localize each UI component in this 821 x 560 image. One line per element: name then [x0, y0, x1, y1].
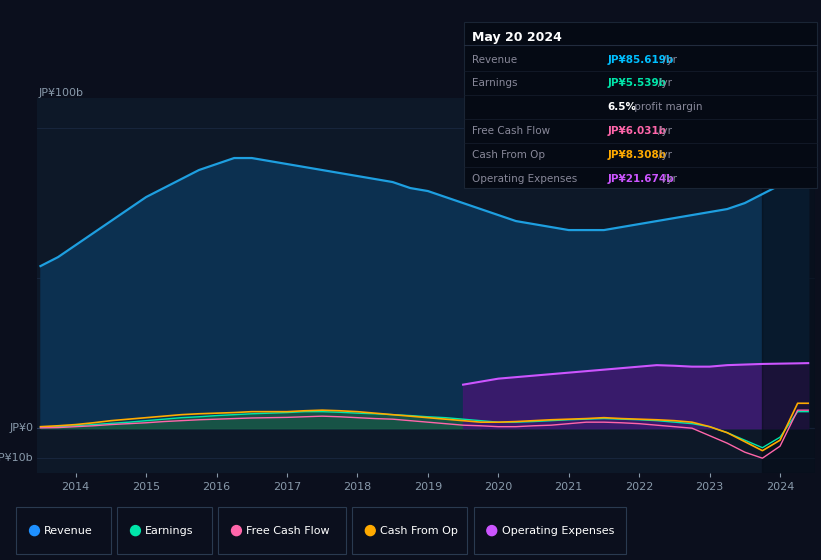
Text: May 20 2024: May 20 2024 [472, 31, 562, 44]
Text: Revenue: Revenue [44, 526, 93, 535]
Text: JP¥6.031b: JP¥6.031b [608, 126, 667, 136]
Text: /yr: /yr [663, 174, 677, 184]
Text: JP¥100b: JP¥100b [39, 88, 84, 98]
Text: Earnings: Earnings [145, 526, 194, 535]
Text: Cash From Op: Cash From Op [472, 150, 545, 160]
Text: -JP¥10b: -JP¥10b [0, 453, 33, 463]
Text: /yr: /yr [658, 78, 672, 88]
Text: Cash From Op: Cash From Op [380, 526, 458, 535]
Text: JP¥5.539b: JP¥5.539b [608, 78, 667, 88]
Text: Revenue: Revenue [472, 54, 517, 64]
Text: Operating Expenses: Operating Expenses [472, 174, 577, 184]
Text: JP¥85.619b: JP¥85.619b [608, 54, 674, 64]
Text: /yr: /yr [663, 54, 677, 64]
Text: 6.5%: 6.5% [608, 102, 636, 112]
Text: Free Cash Flow: Free Cash Flow [246, 526, 330, 535]
Text: JP¥8.308b: JP¥8.308b [608, 150, 667, 160]
Bar [763, 98, 815, 473]
Text: JP¥0: JP¥0 [9, 423, 33, 433]
Text: JP¥21.674b: JP¥21.674b [608, 174, 674, 184]
Text: /yr: /yr [658, 150, 672, 160]
Text: Free Cash Flow: Free Cash Flow [472, 126, 550, 136]
Text: Operating Expenses: Operating Expenses [502, 526, 614, 535]
Text: profit margin: profit margin [631, 102, 702, 112]
Text: /yr: /yr [658, 126, 672, 136]
Text: Earnings: Earnings [472, 78, 517, 88]
